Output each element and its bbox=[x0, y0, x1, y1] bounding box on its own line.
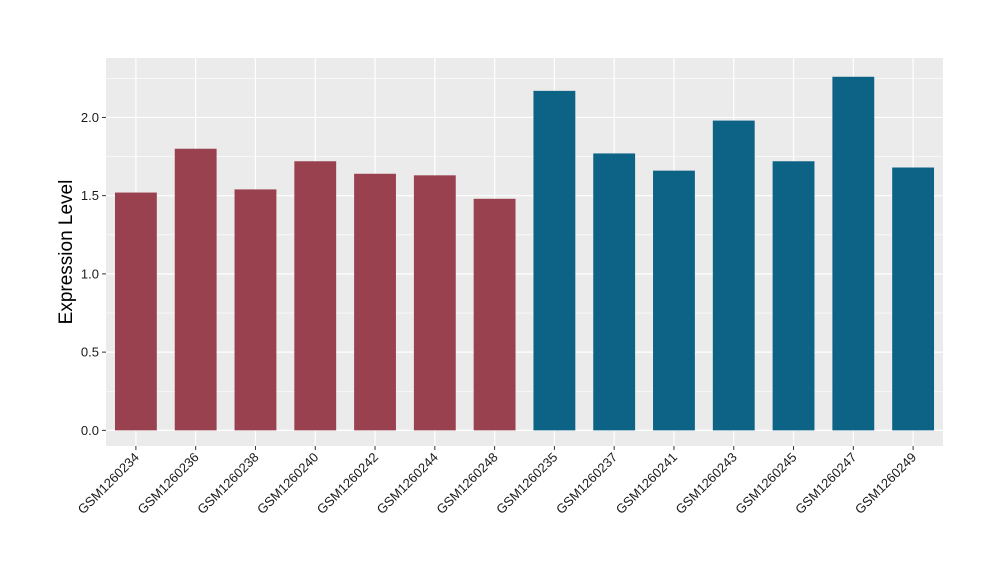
bar-GSM1260240 bbox=[294, 161, 337, 431]
bar-GSM1260243 bbox=[712, 120, 755, 431]
y-tick-label: 0.0 bbox=[81, 423, 99, 438]
x-tick-label: GSM1260247 bbox=[792, 450, 859, 517]
x-tick-label: GSM1260242 bbox=[314, 450, 381, 517]
bar-GSM1260245 bbox=[772, 161, 815, 431]
x-tick-label: GSM1260236 bbox=[134, 450, 201, 517]
bars bbox=[114, 76, 935, 431]
x-tick-label: GSM1260234 bbox=[75, 450, 142, 517]
x-tick-label: GSM1260241 bbox=[613, 450, 680, 517]
x-tick-label: GSM1260235 bbox=[493, 450, 560, 517]
x-axis-ticks: GSM1260234GSM1260236GSM1260238GSM1260240… bbox=[75, 446, 919, 517]
bar-GSM1260249 bbox=[892, 167, 935, 431]
plot-panel bbox=[106, 58, 943, 446]
bar-GSM1260238 bbox=[234, 189, 277, 431]
bar-GSM1260241 bbox=[653, 170, 695, 431]
bar-GSM1260244 bbox=[413, 175, 456, 431]
x-tick-label: GSM1260237 bbox=[553, 450, 620, 517]
x-tick-label: GSM1260244 bbox=[374, 450, 441, 517]
y-tick-label: 1.0 bbox=[81, 266, 99, 281]
y-tick-label: 0.5 bbox=[81, 345, 99, 360]
bar-GSM1260236 bbox=[174, 148, 217, 431]
y-axis-ticks: 0.0 0.5 1.0 1.5 2.0 bbox=[81, 110, 106, 438]
bar-GSM1260242 bbox=[354, 173, 396, 431]
bar-GSM1260237 bbox=[593, 153, 636, 431]
bar-GSM1260248 bbox=[473, 198, 516, 431]
x-tick-label: GSM1260240 bbox=[254, 450, 321, 517]
bar-GSM1260234 bbox=[114, 192, 157, 431]
x-tick-label: GSM1260238 bbox=[194, 450, 261, 517]
y-axis-title: Expression Level bbox=[56, 180, 77, 325]
x-tick-label: GSM1260243 bbox=[673, 450, 740, 517]
y-tick-label: 2.0 bbox=[81, 110, 99, 125]
y-tick-label: 1.5 bbox=[81, 188, 99, 203]
x-tick-label: GSM1260248 bbox=[433, 450, 500, 517]
bar-GSM1260235 bbox=[533, 90, 576, 431]
bar-GSM1260247 bbox=[832, 76, 875, 431]
x-tick-label: GSM1260245 bbox=[732, 450, 799, 517]
x-tick-label: GSM1260249 bbox=[852, 450, 919, 517]
